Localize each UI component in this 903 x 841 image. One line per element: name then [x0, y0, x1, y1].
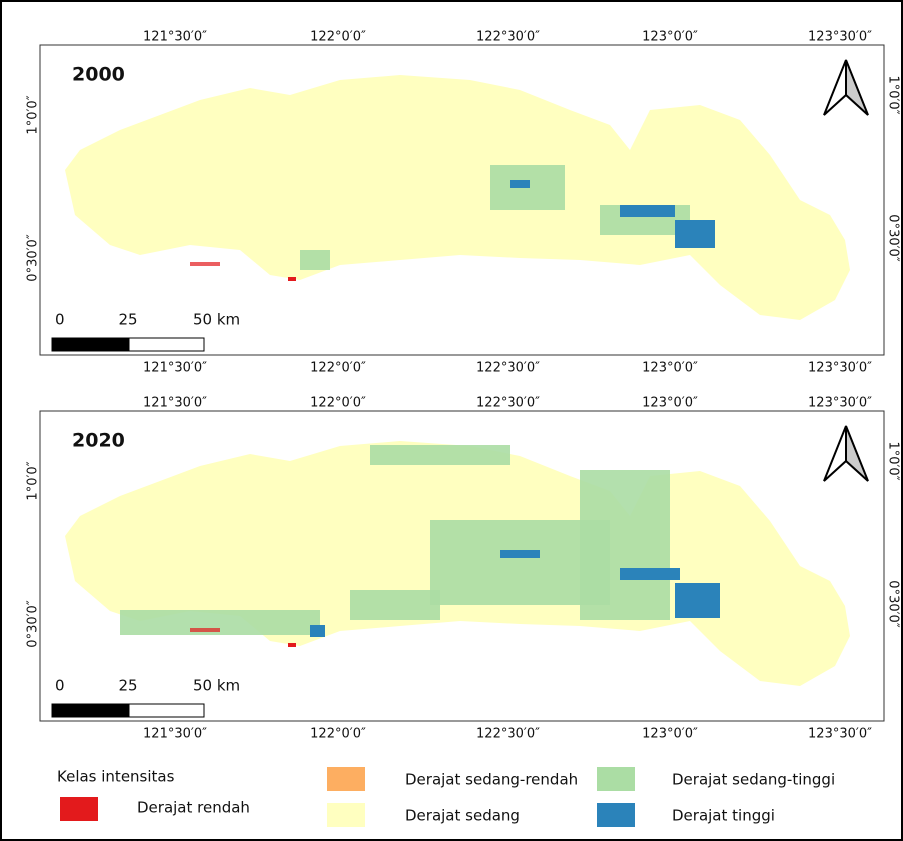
zone-rendah: [190, 262, 220, 266]
left-coord-label: 1°0′0″: [26, 95, 41, 134]
zone-tinggi: [500, 550, 540, 558]
scale-label: 50 km: [193, 311, 240, 329]
north-arrow: [845, 59, 869, 116]
right-coord-label: 1°0′0″: [886, 75, 901, 114]
bottom-coord-label: 123°0′0″: [642, 361, 698, 376]
scale-bar-white: [128, 337, 205, 352]
bottom-coord-label: 123°30′0″: [808, 727, 872, 742]
top-coord-label: 123°0′0″: [642, 396, 698, 411]
top-coord-label: 122°30′0″: [476, 396, 540, 411]
right-coord-label: 0°30′0″: [886, 580, 901, 628]
scale-bar-black: [51, 703, 130, 718]
legend-label: Derajat sedang-tinggi: [672, 771, 835, 789]
top-coord-label: 121°30′0″: [143, 396, 207, 411]
legend-label: Derajat rendah: [137, 799, 250, 817]
left-coord-label: 0°30′0″: [26, 600, 41, 648]
zone-tinggi: [675, 220, 715, 248]
north-arrow: [845, 425, 869, 482]
top-coord-label: 123°30′0″: [808, 396, 872, 411]
legend-swatch: [597, 803, 635, 827]
legend-label: Derajat tinggi: [672, 807, 775, 825]
bottom-coord-label: 122°0′0″: [310, 727, 366, 742]
top-coord-label: 123°30′0″: [808, 30, 872, 45]
bottom-coord-label: 122°30′0″: [476, 361, 540, 376]
legend-swatch: [60, 797, 98, 821]
right-coord-label: 1°0′0″: [886, 441, 901, 480]
year-label: 2020: [72, 430, 125, 452]
legend-title: Kelas intensitas: [57, 768, 175, 786]
zone-tinggi: [675, 583, 720, 618]
year-label: 2000: [72, 64, 125, 86]
bottom-coord-label: 123°30′0″: [808, 361, 872, 376]
left-coord-label: 1°0′0″: [26, 461, 41, 500]
bottom-coord-label: 122°30′0″: [476, 727, 540, 742]
scale-label: 25: [118, 677, 137, 695]
zone-sedang-tinggi: [370, 445, 510, 465]
zone-sedang-tinggi: [350, 590, 440, 620]
zone-rendah: [288, 643, 296, 647]
bottom-coord-label: 123°0′0″: [642, 727, 698, 742]
left-coord-label: 0°30′0″: [26, 234, 41, 282]
zone-tinggi: [620, 568, 680, 580]
zone-sedang-tinggi: [580, 470, 670, 620]
right-coord-label: 0°30′0″: [886, 214, 901, 262]
zone-tinggi: [510, 180, 530, 188]
bottom-coord-label: 121°30′0″: [143, 727, 207, 742]
zone-sedang-tinggi: [300, 250, 330, 270]
scale-bar-white: [128, 703, 205, 718]
map-panel: 121°30′0″ 121°30′0″ 122°0′0″ 122°0′0″ 122°30…: [26, 30, 901, 376]
top-coord-label: 121°30′0″: [143, 30, 207, 45]
bottom-coord-label: 121°30′0″: [143, 361, 207, 376]
island: [65, 75, 850, 320]
zone-rendah: [288, 277, 296, 281]
scale-bar-black: [51, 337, 130, 352]
map-panel: 121°30′0″ 121°30′0″ 122°0′0″ 122°0′0″ 122°30…: [26, 396, 901, 742]
zone-rendah: [190, 628, 220, 632]
legend-label: Derajat sedang: [405, 807, 520, 825]
top-coord-label: 123°0′0″: [642, 30, 698, 45]
legend-swatch: [597, 767, 635, 791]
top-coord-label: 122°30′0″: [476, 30, 540, 45]
zone-tinggi: [310, 625, 325, 637]
legend-swatch: [327, 767, 365, 791]
legend-label: Derajat sedang-rendah: [405, 771, 578, 789]
scale-label: 0: [55, 311, 65, 329]
bottom-coord-label: 122°0′0″: [310, 361, 366, 376]
scale-label: 50 km: [193, 677, 240, 695]
zone-tinggi: [620, 205, 675, 217]
scale-label: 0: [55, 677, 65, 695]
legend-swatch: [327, 803, 365, 827]
scale-label: 25: [118, 311, 137, 329]
top-coord-label: 122°0′0″: [310, 396, 366, 411]
top-coord-label: 122°0′0″: [310, 30, 366, 45]
